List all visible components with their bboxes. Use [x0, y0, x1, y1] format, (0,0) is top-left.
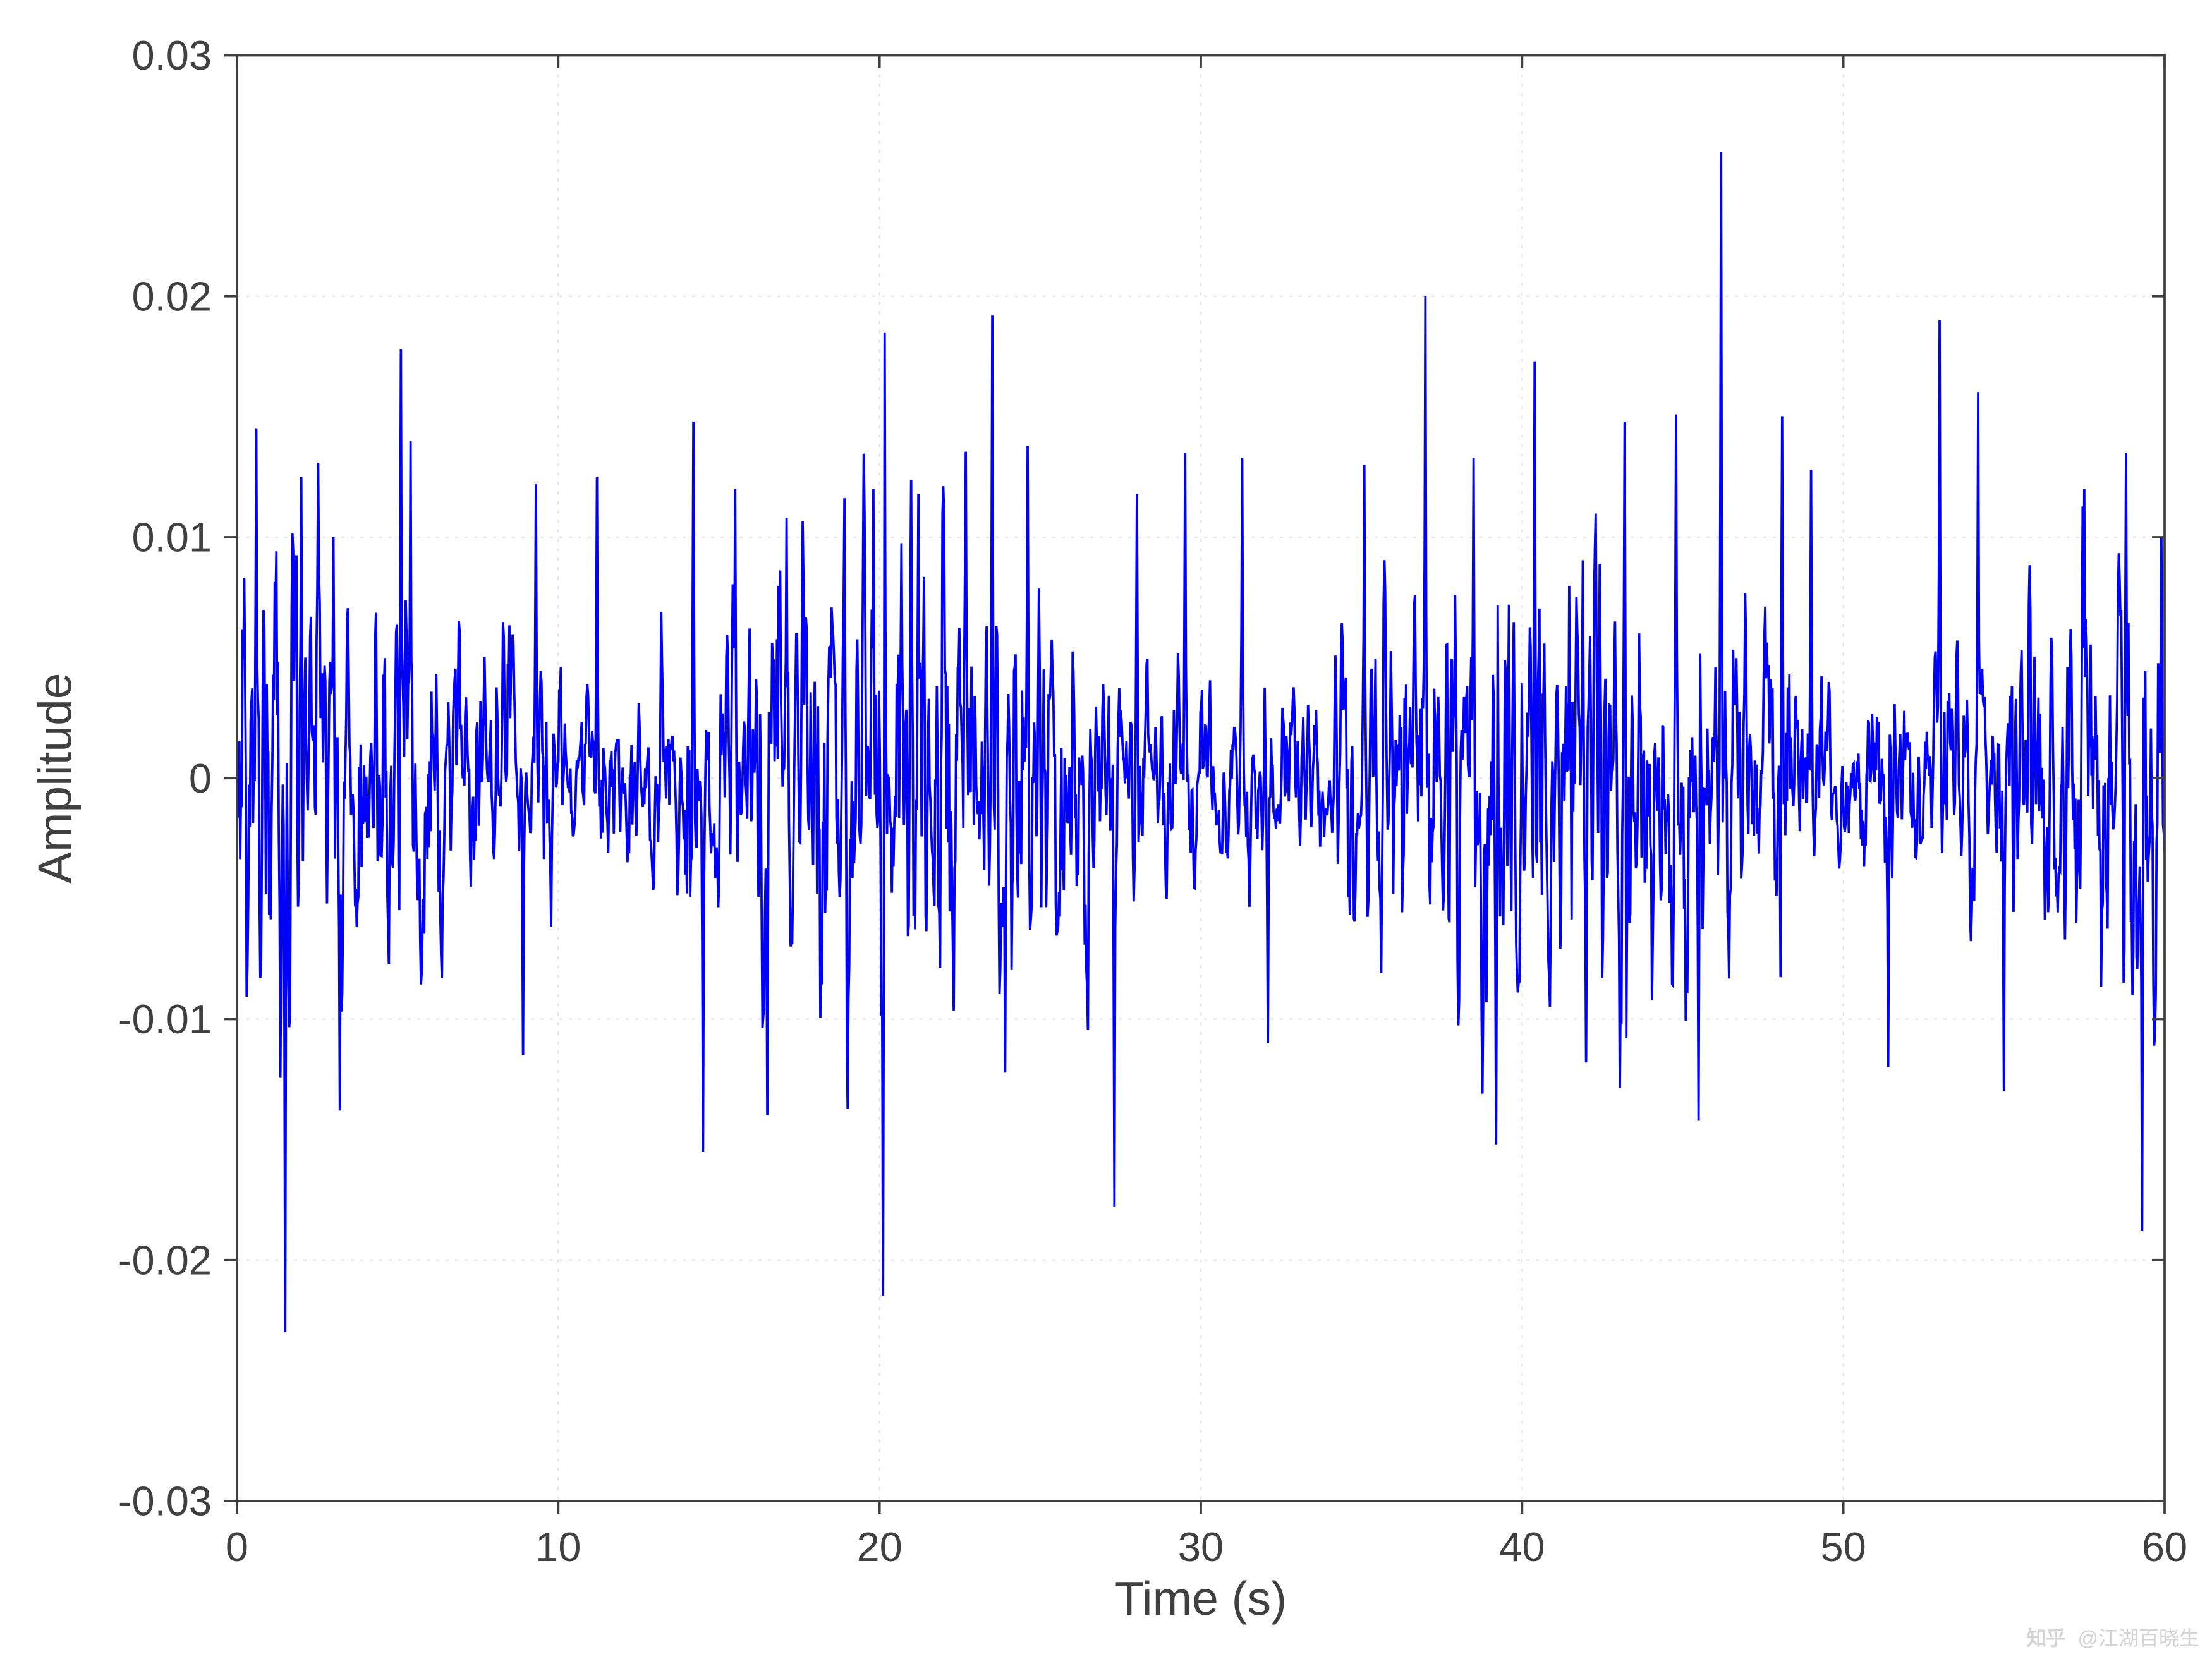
time-series-chart: 0 10 20 30 40 50 60 -0.03 -0.02 -0.01 0 0.01 0.02 0.0… [0, 0, 2212, 1659]
y-tick-label: 0.01 [131, 514, 212, 561]
y-tick-label: -0.02 [118, 1237, 212, 1283]
y-axis-label: Amplitude [28, 672, 82, 884]
x-tick-label: 50 [1821, 1524, 1866, 1570]
x-tick-label: 60 [2142, 1524, 2187, 1570]
x-tick-label: 40 [1499, 1524, 1545, 1570]
x-axis-label: Time (s) [1115, 1572, 1287, 1625]
chart-container: 0 10 20 30 40 50 60 -0.03 -0.02 -0.01 0 0.01 0.02 0.0… [0, 0, 2212, 1659]
y-tick-label: 0.03 [131, 32, 212, 78]
y-tick-label: -0.01 [118, 996, 212, 1042]
x-tick-label: 0 [226, 1524, 248, 1570]
y-tick-label: -0.03 [118, 1478, 212, 1524]
y-tick-label: 0 [189, 755, 212, 801]
x-tick-label: 30 [1178, 1524, 1224, 1570]
x-tick-label: 10 [535, 1524, 581, 1570]
y-tick-label: 0.02 [131, 273, 212, 319]
x-tick-label: 20 [857, 1524, 902, 1570]
